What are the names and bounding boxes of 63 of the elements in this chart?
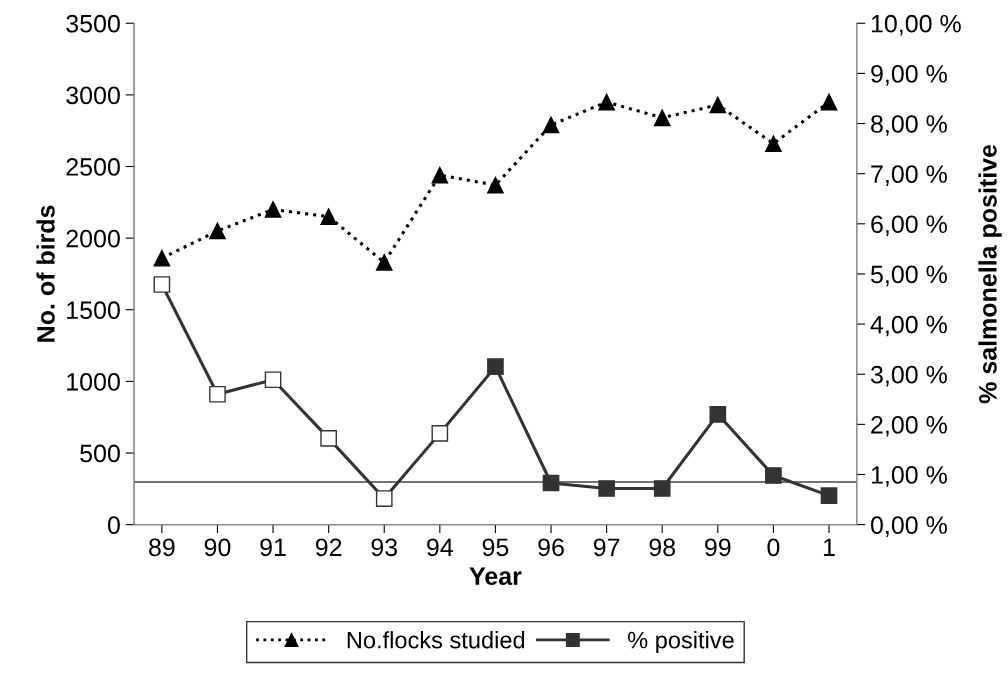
legend-label: No.flocks studied xyxy=(347,631,525,649)
y2-tick-label: 5,00 % xyxy=(870,265,947,287)
y2-tick-label: 4,00 % xyxy=(870,315,947,337)
point xyxy=(375,254,393,271)
point xyxy=(264,201,282,218)
y-tick-label: 0 xyxy=(107,516,120,534)
x-tick-label: 92 xyxy=(315,538,342,557)
y-tick-label: 1500 xyxy=(67,301,120,320)
point xyxy=(320,208,337,225)
point xyxy=(820,93,838,111)
point xyxy=(320,430,337,447)
point xyxy=(153,249,171,267)
point xyxy=(431,425,449,442)
point xyxy=(598,480,615,497)
x-tick-label: 97 xyxy=(593,538,620,557)
y2-tick-label: 7,00 % xyxy=(871,165,947,186)
y2-tick-label: 10,00 % xyxy=(871,14,961,36)
point xyxy=(709,405,727,423)
x-tick-label: 91 xyxy=(260,538,286,557)
y-tick-label: 3500 xyxy=(66,14,120,33)
point xyxy=(153,276,171,293)
y2-tick-label: 1,00 % xyxy=(871,466,947,487)
x-tick-label: 93 xyxy=(371,538,398,557)
y-axis-title: No. of birds xyxy=(36,205,55,342)
y-tick-label: 2500 xyxy=(66,158,120,176)
x-tick-label: 89 xyxy=(149,538,175,557)
point xyxy=(487,176,504,194)
x-tick-label: 94 xyxy=(427,538,454,557)
x-tick-label: 1 xyxy=(823,538,835,556)
y-tick-label: 2000 xyxy=(66,229,120,248)
y2-tick-label: 3,00 % xyxy=(870,365,947,387)
y2-tick-label: 8,00 % xyxy=(871,115,947,136)
legend-label: % positive xyxy=(627,631,734,654)
x-axis-title: Year xyxy=(469,567,522,586)
point xyxy=(765,467,782,484)
y-tick-label: 1000 xyxy=(67,372,120,391)
point xyxy=(209,385,226,403)
y2-tick-label: 6,00 % xyxy=(871,215,947,237)
point xyxy=(765,135,782,152)
point xyxy=(653,109,671,127)
point xyxy=(709,96,727,114)
point xyxy=(487,358,504,376)
point xyxy=(431,166,449,184)
x-tick-label: 98 xyxy=(649,538,676,557)
x-tick-label: 0 xyxy=(767,538,780,557)
x-tick-label: 96 xyxy=(538,538,564,557)
y2-tick-label: 0,00 % xyxy=(870,516,947,537)
point xyxy=(598,93,615,111)
y2-axis-title: % salmonella positive xyxy=(978,144,1002,404)
x-tick-label: 90 xyxy=(204,538,231,557)
y-tick-label: 3000 xyxy=(66,86,120,105)
x-tick-label: 95 xyxy=(482,538,509,557)
point xyxy=(209,222,226,240)
point xyxy=(653,480,671,497)
x-tick-label: 99 xyxy=(705,538,731,557)
point xyxy=(542,116,560,134)
point xyxy=(264,371,282,389)
point xyxy=(542,474,560,492)
point xyxy=(820,487,838,504)
y-tick-label: 500 xyxy=(80,444,120,463)
point xyxy=(375,490,393,507)
y2-tick-label: 9,00 % xyxy=(871,64,947,86)
y2-tick-label: 2,00 % xyxy=(871,415,947,437)
